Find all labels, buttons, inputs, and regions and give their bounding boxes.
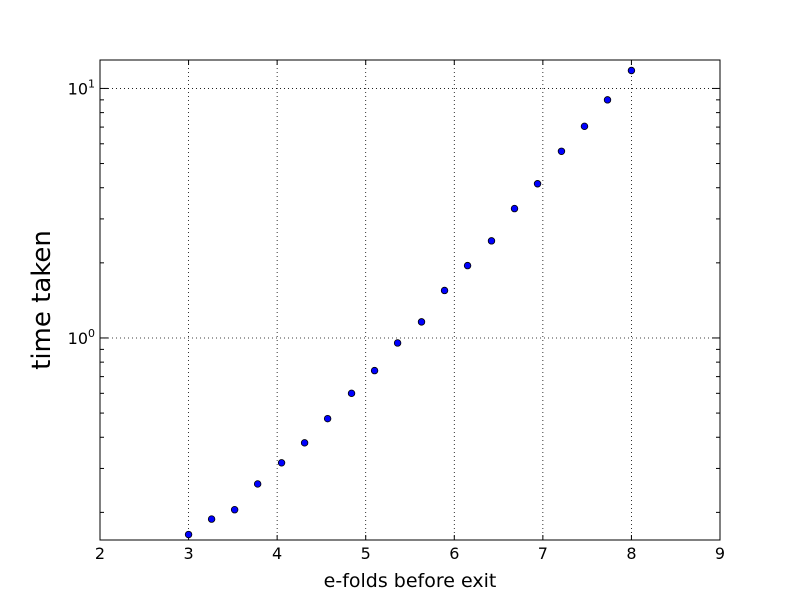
- data-point: [487, 237, 496, 245]
- x-tick-label: 5: [361, 544, 371, 563]
- data-point: [580, 122, 589, 131]
- data-point: [627, 66, 636, 75]
- data-point: [184, 530, 193, 539]
- x-tick-label: 7: [538, 544, 548, 563]
- data-point: [393, 339, 402, 347]
- x-tick-label: 8: [626, 544, 636, 563]
- minor-ticks: [100, 99, 720, 513]
- data-point: [370, 366, 379, 375]
- data-point: [300, 439, 309, 447]
- x-tick-label: 4: [272, 544, 282, 563]
- data-point: [347, 389, 356, 398]
- data-point: [277, 459, 286, 467]
- y-tick-label: 100: [68, 327, 95, 348]
- x-tick-label: 9: [715, 544, 725, 563]
- x-tick-label: 3: [183, 544, 193, 563]
- data-point: [417, 318, 426, 326]
- data-point: [463, 261, 472, 270]
- data-point: [230, 506, 239, 514]
- data-point: [253, 480, 262, 488]
- data-point: [510, 204, 519, 213]
- data-point: [207, 515, 216, 523]
- y-axis-label: time taken: [27, 230, 57, 370]
- data-point: [603, 96, 612, 104]
- data-point: [440, 286, 449, 295]
- y-tick-labels: 100 101: [68, 77, 95, 348]
- data-point: [323, 414, 332, 423]
- x-tick-label: 2: [95, 544, 105, 563]
- data-point: [533, 180, 542, 188]
- data-point: [557, 147, 566, 155]
- x-tick-label: 6: [449, 544, 459, 563]
- y-tick-label: 101: [68, 77, 95, 98]
- x-axis-label: e-folds before exit: [324, 570, 497, 592]
- x-tick-labels: 2 3 4 5 6 7 8 9: [95, 544, 725, 563]
- data-points: [184, 66, 636, 539]
- grid: [100, 60, 720, 540]
- plot-frame: [99, 59, 721, 541]
